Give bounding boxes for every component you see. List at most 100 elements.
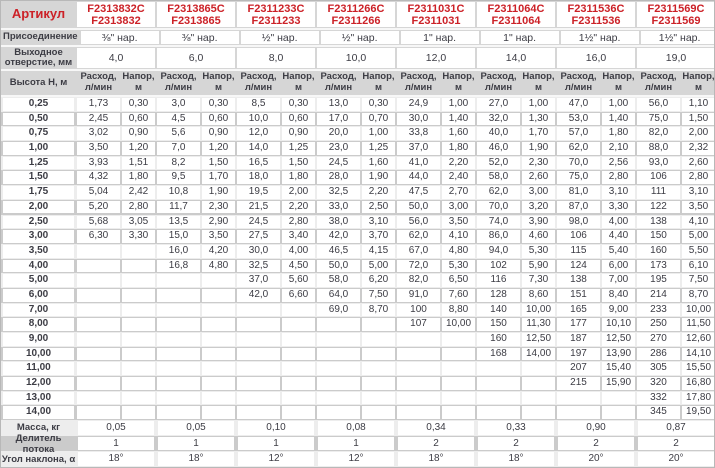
- head-value: 1,50: [202, 156, 235, 170]
- data-rows: 0,25 1,73 0,30 3,0 0,30 8,5 0,30 13,0 0,30 24,9 1,…: [1, 97, 714, 421]
- table-row: 1,50 4,32 1,80 9,5 1,70 18,0 1,80 28,0 1,90 44,0 2…: [1, 170, 714, 186]
- flow-value: [397, 362, 440, 376]
- flow-value: 41,0: [397, 156, 440, 170]
- flow-value: 10,0: [237, 112, 280, 126]
- table-row: 3,50 16,0 4,20 30,0 4,00 46,5 4,15 67,0 4,80 94,0…: [1, 243, 714, 259]
- flow-value: 24,5: [237, 215, 280, 229]
- head-header: Напор, м: [122, 71, 155, 93]
- flow-value: 46,0: [477, 142, 520, 155]
- outlet-value: 19,0: [637, 48, 714, 68]
- divider-value: 1: [158, 436, 234, 451]
- flow-value: [477, 391, 520, 405]
- flow-value: 122: [637, 200, 680, 214]
- flow-value: [317, 377, 360, 390]
- table-row: 2,00 5,20 2,80 11,7 2,30 21,5 2,20 33,0 2,50 50,0…: [1, 199, 714, 215]
- article-code-cell: F2311031C F2311031: [397, 2, 475, 27]
- head-value: 2,00: [682, 127, 714, 141]
- flow-value: 165: [557, 303, 600, 317]
- connection-value: ½" нар.: [240, 31, 319, 44]
- flow-value: 197: [557, 347, 600, 361]
- head-value: 1,40: [602, 112, 635, 126]
- head-value: 2,80: [602, 171, 635, 185]
- flow-value: [237, 377, 280, 390]
- mass-value: 0,87: [638, 421, 714, 435]
- article-code: F2313865: [171, 14, 221, 27]
- flow-header: Расход, л/мин: [80, 71, 117, 93]
- height-value: 1,25: [3, 156, 74, 170]
- head-value: 4,10: [442, 230, 475, 243]
- head-value: 2,60: [522, 171, 555, 185]
- flow-value: 50,0: [317, 259, 360, 273]
- flow-value: [557, 391, 600, 405]
- outlet-value: 6,0: [157, 48, 235, 68]
- flow-value: 11,7: [157, 200, 200, 214]
- head-value: 0,30: [282, 98, 315, 111]
- head-value: [122, 288, 155, 302]
- angle-label: Угол наклона, α: [1, 453, 76, 465]
- height-label: Высота Н, м: [9, 76, 68, 88]
- flow-value: 3,50: [77, 142, 120, 155]
- flow-value: [77, 391, 120, 405]
- article-code-cell: F2313832C F2313832: [77, 2, 155, 27]
- head-value: 0,60: [122, 112, 155, 126]
- connection-value: 1½" нар.: [640, 31, 714, 44]
- flow-value: [157, 333, 200, 346]
- article-code: F2311031: [411, 14, 461, 27]
- flow-value: 332: [637, 391, 680, 405]
- head-value: 5,30: [522, 244, 555, 258]
- head-value: 5,30: [442, 259, 475, 273]
- flow-value: 50,0: [397, 200, 440, 214]
- head-value: 1,50: [682, 112, 714, 126]
- flow-value: [237, 406, 280, 420]
- head-value: [362, 406, 395, 420]
- head-value: 1,90: [362, 171, 395, 185]
- flow-value: [157, 303, 200, 317]
- flow-value: [157, 274, 200, 287]
- article-code: F2311569: [651, 14, 701, 27]
- flow-value: 233: [637, 303, 680, 317]
- footer-row-mass: Масса, кг 0,05 0,05 0,10 0,08 0,34 0,33 0,90 0,8…: [1, 420, 714, 436]
- head-value: 10,00: [442, 318, 475, 331]
- head-value: 7,30: [522, 274, 555, 287]
- flow-value: 98,0: [557, 215, 600, 229]
- article-code: F2311536: [571, 14, 621, 27]
- flow-value: 4,5: [157, 112, 200, 126]
- flow-value: 3,0: [157, 98, 200, 111]
- flow-value: 115: [557, 244, 600, 258]
- article-code-cell: F2311064C F2311064: [477, 2, 555, 27]
- table-row: 8,00 107 10,00 150 11,30 177 10,10 250 11,50: [1, 317, 714, 332]
- head-value: [522, 391, 555, 405]
- connection-value: 1½" нар.: [560, 31, 639, 44]
- flow-value: [477, 406, 520, 420]
- height-value: 1,75: [3, 186, 74, 199]
- head-value: [202, 303, 235, 317]
- head-value: 7,00: [602, 274, 635, 287]
- head-value: 14,00: [522, 347, 555, 361]
- flow-value: 69,0: [317, 303, 360, 317]
- flow-value: 102: [477, 259, 520, 273]
- flow-value: 47,5: [397, 186, 440, 199]
- head-value: 15,90: [602, 377, 635, 390]
- flow-value: 12,0: [237, 127, 280, 141]
- head-value: 6,60: [282, 288, 315, 302]
- flow-value: [477, 377, 520, 390]
- flow-value: 187: [557, 333, 600, 346]
- flow-value: 151: [557, 288, 600, 302]
- footer-rows: Масса, кг 0,05 0,05 0,10 0,08 0,34 0,33 0,90 0,8…: [1, 420, 714, 467]
- head-value: 3,00: [442, 200, 475, 214]
- head-value: [362, 391, 395, 405]
- head-value: [282, 377, 315, 390]
- flow-header: Расход, л/мин: [400, 71, 437, 93]
- flow-value: 160: [637, 244, 680, 258]
- flow-value: 42,0: [237, 288, 280, 302]
- flow-value: 93,0: [637, 156, 680, 170]
- height-value: 3,00: [3, 230, 74, 243]
- head-value: 4,00: [282, 244, 315, 258]
- flow-value: 56,0: [637, 98, 680, 111]
- flow-value: 64,0: [317, 288, 360, 302]
- head-value: 2,30: [522, 156, 555, 170]
- flow-value: 214: [637, 288, 680, 302]
- flow-value: 82,0: [637, 127, 680, 141]
- footer-row-angle: Угол наклона, α 18° 18° 12° 12° 18° 18° 20° 20°: [1, 451, 714, 467]
- flow-value: 91,0: [397, 288, 440, 302]
